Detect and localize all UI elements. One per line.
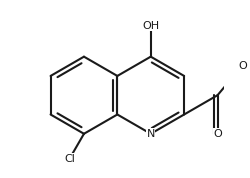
Text: N: N <box>146 129 155 139</box>
Text: O: O <box>238 61 247 71</box>
Text: OH: OH <box>142 21 159 31</box>
Text: Cl: Cl <box>64 154 75 164</box>
Text: O: O <box>213 129 222 139</box>
